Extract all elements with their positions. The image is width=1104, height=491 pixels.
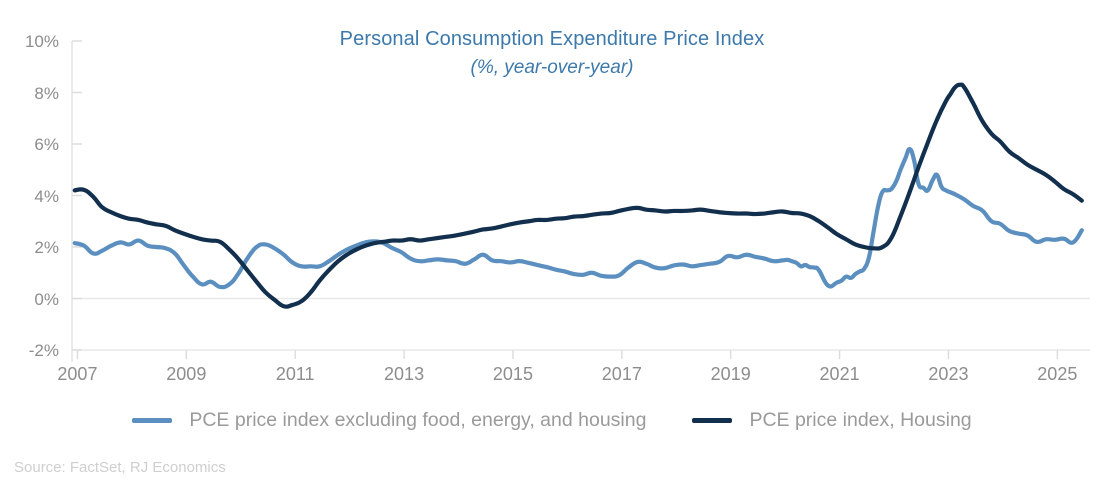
- source-note: Source: FactSet, RJ Economics: [14, 459, 226, 476]
- legend-item[interactable]: PCE price index excluding food, energy, …: [132, 408, 646, 432]
- chart-subtitle: (%, year-over-year): [470, 57, 634, 78]
- x-axis-tick-label: 2009: [166, 364, 207, 384]
- x-axis-tick-label: 2011: [275, 364, 315, 384]
- x-axis-tick-label: 2013: [384, 364, 425, 384]
- chart-legend: PCE price index excluding food, energy, …: [0, 408, 1104, 432]
- x-axis-tick-label: 2019: [710, 364, 751, 384]
- legend-swatch-icon: [132, 417, 173, 423]
- x-axis-tick-label: 2025: [1037, 364, 1078, 384]
- x-axis-tick-label: 2017: [601, 364, 642, 384]
- y-axis-tick-label: 2%: [34, 238, 59, 257]
- series-line-core-ex-housing: [72, 147, 1084, 290]
- legend-item[interactable]: PCE price index, Housing: [692, 408, 972, 432]
- y-axis-tick-label: 10%: [24, 32, 59, 51]
- legend-item-label: PCE price index excluding food, energy, …: [189, 409, 647, 431]
- x-axis-tick-label: 2021: [819, 364, 860, 384]
- chart-title: Personal Consumption Expenditure Price I…: [339, 28, 765, 50]
- gridlines: [71, 41, 1090, 362]
- x-axis-tick-label: 2015: [492, 364, 533, 384]
- y-axis-tick-label: 8%: [34, 83, 59, 103]
- y-axis-tick-label: 0%: [34, 289, 59, 309]
- series-line-housing: [72, 82, 1084, 309]
- series-lines: [72, 82, 1084, 309]
- y-axis-tick-label: -2%: [28, 341, 59, 360]
- y-axis-tick-label: 6%: [34, 135, 59, 154]
- x-axis-tick-label: 2023: [928, 364, 969, 384]
- x-axis-tick-label: 2007: [57, 364, 98, 384]
- legend-swatch-icon: [692, 417, 733, 423]
- legend-item-label: PCE price index, Housing: [749, 409, 972, 431]
- axis-ticks: [72, 40, 1059, 359]
- y-axis-tick-label: 4%: [34, 186, 59, 206]
